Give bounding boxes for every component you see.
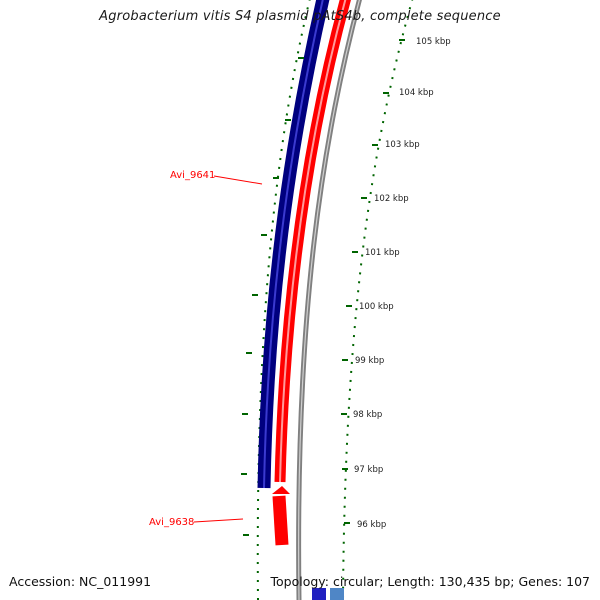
map-title: Agrobacterium vitis S4 plasmid pAtS4b, c… xyxy=(99,9,501,24)
gene-arrowhead xyxy=(272,486,290,494)
reverse-strand-highlight xyxy=(279,0,347,483)
accession-text: Accession: NC_011991 xyxy=(9,574,152,589)
leader-line-avi-9641 xyxy=(213,175,263,185)
backbone-highlight xyxy=(298,0,361,600)
scale-tick-labels: 105 kbp 104 kbp 103 kbp 102 kbp 101 kbp … xyxy=(353,37,451,530)
inner-track-ticks xyxy=(341,39,405,524)
tick-label-100: 100 kbp xyxy=(359,302,394,312)
gene-label-avi-9641: Avi_9641 xyxy=(170,170,215,181)
bottom-gene-fragment xyxy=(312,588,326,600)
gene-label-avi-9638-group: Avi_9638 xyxy=(149,517,244,528)
tick-label-105: 105 kbp xyxy=(416,37,451,47)
reverse-strand-gene-avi-9638 xyxy=(272,495,289,546)
gene-label-avi-9638: Avi_9638 xyxy=(149,517,194,528)
tick-label-96: 96 kbp xyxy=(357,520,386,530)
tick-label-101: 101 kbp xyxy=(365,248,400,258)
inner-dotted-ruler xyxy=(342,0,414,600)
gene-label-avi-9641-group: Avi_9641 xyxy=(170,170,263,185)
leader-line-avi-9638 xyxy=(193,518,244,523)
tick-label-99: 99 kbp xyxy=(355,356,384,366)
tick-label-103: 103 kbp xyxy=(385,140,420,150)
outer-track-ticks xyxy=(241,57,304,536)
tick-label-104: 104 kbp xyxy=(399,88,434,98)
summary-text: Topology: circular; Length: 130,435 bp; … xyxy=(270,574,591,589)
tick-label-98: 98 kbp xyxy=(353,410,382,420)
bottom-gene-fragment-2 xyxy=(330,588,344,600)
forward-strand-highlight xyxy=(263,0,324,489)
tick-label-102: 102 kbp xyxy=(374,194,409,204)
tick-label-97: 97 kbp xyxy=(354,465,383,475)
